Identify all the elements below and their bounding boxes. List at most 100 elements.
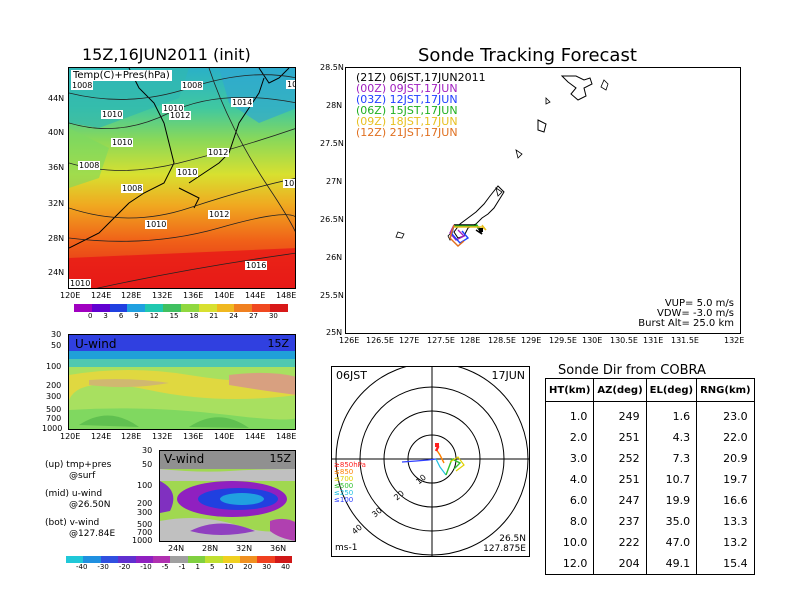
isobar-label: 1010 — [69, 279, 92, 288]
polar-lon: 127.875E — [483, 544, 526, 554]
table-cell: 251 — [593, 427, 647, 448]
pressure-tick: 300 — [46, 392, 62, 401]
table-cell: 10.0 — [544, 532, 595, 553]
note-line: (bot) v-wind — [45, 518, 100, 528]
lat-tick: 28N — [48, 234, 65, 243]
pressure-tick: 200 — [137, 499, 153, 508]
note-line: (mid) u-wind — [45, 489, 103, 499]
table-cell: 20.9 — [696, 448, 755, 469]
isobar-label: 1012 — [208, 210, 231, 219]
level-entry: ≤700 — [334, 475, 354, 483]
table-cell: 204 — [593, 553, 647, 575]
isobar-label: 1008 — [181, 81, 204, 90]
table-cell: 23.0 — [696, 401, 755, 427]
table-cell: 22.0 — [696, 427, 755, 448]
table-cell: 247 — [593, 490, 647, 511]
table-cell: 13.2 — [696, 532, 755, 553]
track-legend: (21Z) 06JST,17JUN2011 (00Z) 09JST,17JUN … — [356, 72, 486, 138]
note-line: (up) tmp+pres — [45, 460, 112, 470]
lon-tick: 128E — [460, 336, 481, 345]
isobar-label: 1010 — [162, 104, 185, 113]
table-cell: 2.0 — [544, 427, 595, 448]
isobar-label: 1012 — [169, 111, 192, 120]
table-cell: 15.4 — [696, 553, 755, 575]
u-wind-section: U-wind 15Z — [68, 334, 296, 430]
level-entry: ≤100 — [334, 496, 354, 504]
table-row: 8.0 237 35.0 13.3 — [544, 511, 755, 532]
lon-tick: 128E — [121, 432, 142, 441]
lon-tick: 130E — [582, 336, 603, 345]
note-sub: @127.84E — [69, 529, 116, 539]
table-cell: 3.0 — [544, 448, 595, 469]
table-cell: 19.7 — [696, 469, 755, 490]
lon-tick: 140E — [214, 432, 235, 441]
temperature-colorbar — [74, 304, 288, 312]
table-cell: 237 — [593, 511, 647, 532]
table-cell: 251 — [593, 469, 647, 490]
legend-entry: (00Z) 09JST,17JUN — [356, 82, 458, 95]
left-title: 15Z,16JUN2011 (init) — [82, 45, 251, 64]
lon-tick: 120E — [60, 432, 81, 441]
right-title: Sonde Tracking Forecast — [418, 45, 637, 66]
lon-tick: 132E — [152, 432, 173, 441]
wind-colorbar — [66, 556, 293, 563]
table-cell: 8.0 — [544, 511, 595, 532]
param-line: Burst Alt= 25.0 km — [638, 318, 734, 329]
table-cell: 7.3 — [645, 448, 698, 469]
isobar-label: 1008 — [121, 184, 144, 193]
table-cell: 12.0 — [544, 553, 595, 575]
table-cell: 252 — [593, 448, 647, 469]
table-row: 3.0 252 7.3 20.9 — [544, 448, 755, 469]
lat-tick: 28.5N — [320, 63, 344, 72]
isobar-label: 1016 — [245, 261, 268, 270]
v-wind-section: V-wind 15Z — [159, 450, 296, 542]
table-cell: 249 — [593, 401, 647, 427]
lat-tick: 36N — [48, 163, 65, 172]
sonde-table-title: Sonde Dir from COBRA — [558, 363, 706, 378]
lat-tick: 25N — [326, 328, 343, 337]
polar-wind-plot: 06JST 17JUN ≥850hPa ≤850 ≤700 ≤500 ≤250 … — [331, 366, 530, 557]
launch-params: VUP= 5.0 m/s VDW= -3.0 m/s Burst Alt= 25… — [638, 299, 734, 329]
pressure-tick: 100 — [46, 362, 62, 371]
lat-tick: 36N — [270, 544, 287, 553]
u-wind-time: 15Z — [267, 337, 289, 350]
isobar-label: 1010 — [176, 168, 199, 177]
pressure-tick: 30 — [51, 330, 62, 339]
lon-tick: 127.5E — [427, 336, 455, 345]
isobar-label: 1008 — [71, 81, 94, 90]
sonde-direction-table: HT(km) AZ(deg) EL(deg) RNG(km) 1.0 249 1.6… — [544, 378, 755, 575]
legend-entry: (12Z) 21JST,17JUN — [356, 126, 458, 139]
note-sub: @26.50N — [69, 500, 111, 510]
pressure-tick: 200 — [46, 381, 62, 390]
lat-tick: 25.5N — [320, 291, 344, 300]
param-line: VDW= -3.0 m/s — [657, 308, 734, 319]
lon-tick: 148E — [276, 432, 297, 441]
lat-tick: 28N — [326, 101, 343, 110]
table-cell: 35.0 — [645, 511, 698, 532]
isobar-label: 1010 — [111, 138, 134, 147]
lon-tick: 131.5E — [671, 336, 699, 345]
lon-tick: 132E — [724, 336, 745, 345]
table-cell: 10.7 — [645, 469, 698, 490]
level-entry: ≤250 — [334, 489, 354, 497]
pressure-tick: 50 — [142, 460, 153, 469]
level-entry: ≥850hPa — [334, 461, 366, 469]
lon-tick: 126E — [339, 336, 360, 345]
lon-tick: 124E — [91, 432, 112, 441]
table-row: 6.0 247 19.9 16.6 — [544, 490, 755, 511]
table-cell: 6.0 — [544, 490, 595, 511]
lon-tick: 129E — [521, 336, 542, 345]
polar-levels-legend: ≥850hPa ≤850 ≤700 ≤500 ≤250 ≤100 — [334, 462, 366, 504]
column-header: AZ(deg) — [593, 378, 647, 402]
pressure-tick: 500 — [46, 405, 62, 414]
lon-tick: 128E — [121, 291, 142, 300]
table-row: 1.0 249 1.6 23.0 — [544, 401, 755, 427]
map-label: Temp(C)+Pres(hPa) — [71, 70, 172, 81]
level-entry: ≤500 — [334, 482, 354, 490]
column-header: EL(deg) — [645, 378, 698, 402]
lon-tick: 136E — [183, 432, 204, 441]
lat-tick: 40N — [48, 128, 65, 137]
lon-tick: 124E — [91, 291, 112, 300]
